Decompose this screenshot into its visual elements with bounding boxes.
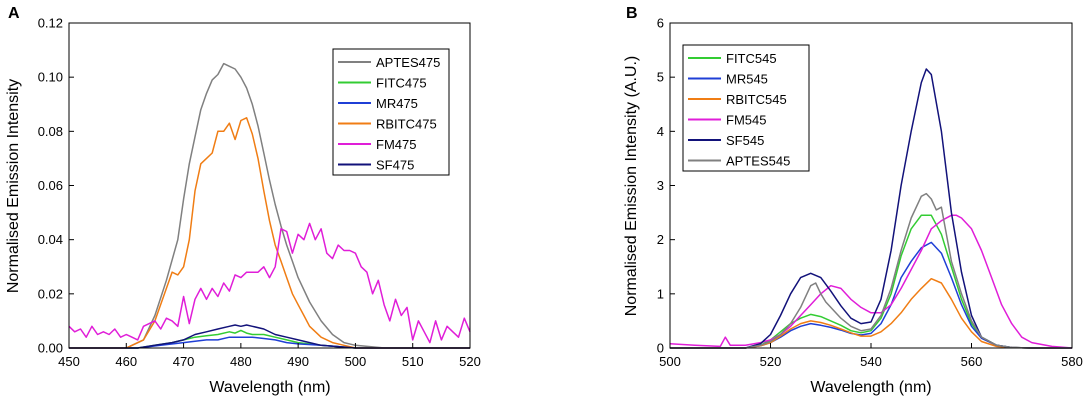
panel-b-y-ticks: 0 1 2 3 4 5 6	[657, 16, 675, 356]
panel-a-y-tick-label: 0.10	[38, 70, 63, 85]
panel-a-x-tick-label: 460	[115, 354, 137, 369]
panel-a-y-tick-label: 0.08	[38, 124, 63, 139]
panel-a-legend-label-fitc475: FITC475	[376, 76, 427, 91]
panel-b-legend-label-sf545: SF545	[726, 133, 764, 148]
panel-b-y-tick-label: 5	[657, 70, 664, 85]
panel-b-y-tick-label: 2	[657, 232, 664, 247]
panel-b-legend-label-mr545: MR545	[726, 72, 768, 87]
panel-a-series-line-aptes475	[69, 62, 470, 349]
panel-a-x-ticks: 450 460 470 480 490 500 510 520	[58, 343, 481, 369]
panel-a-y-tick-label: 0.04	[38, 232, 63, 247]
panel-b-y-tick-label: 1	[657, 286, 664, 301]
panel-b-y-tick-label: 4	[657, 124, 664, 139]
panel-a-legend-label-rbitc475: RBITC475	[376, 117, 437, 132]
panel-a-y-tick-label: 0.12	[38, 16, 63, 31]
panel-a-x-tick-label: 490	[287, 354, 309, 369]
panel-b-y-axis-label: Normalised Emission Intensity (A.U.)	[623, 56, 640, 317]
panel-a-series-line-rbitc475	[69, 117, 470, 349]
panel-a-x-tick-label: 520	[459, 354, 481, 369]
panel-a-legend: APTES475 FITC475 MR475 RBITC475 FM475 SF475	[332, 48, 450, 176]
panel-b-x-axis-label: Wavelength (nm)	[810, 379, 931, 396]
panel-a-y-ticks: 0.00 0.02 0.04 0.06 0.08 0.10 0.12	[38, 16, 74, 356]
panel-b-x-tick-label: 580	[1061, 354, 1083, 369]
panel-b-series-line-mr545	[670, 241, 1072, 349]
panel-b-y-tick-label: 6	[657, 16, 664, 31]
panel-a-x-tick-label: 500	[345, 354, 367, 369]
panel-a-legend-label-aptes475: APTES475	[376, 55, 440, 70]
panel-b-series-line-rbitc545	[670, 277, 1072, 349]
panel-a-series-line-sf475	[69, 324, 470, 349]
panel-b-series-line-fm545	[669, 214, 1073, 349]
panel-a-legend-label-fm475: FM475	[376, 137, 416, 152]
panel-a-y-tick-label: 0.06	[38, 178, 63, 193]
panel-b-legend-label-rbitc545: RBITC545	[726, 92, 787, 107]
panel-a-series-group	[68, 62, 471, 349]
panel-b-y-tick-label: 3	[657, 178, 664, 193]
panel-b-legend-label-fitc545: FITC545	[726, 51, 777, 66]
panel-a-y-tick-label: 0.00	[38, 341, 63, 356]
panel-a-y-tick-label: 0.02	[38, 286, 63, 301]
panel-a-x-tick-label: 450	[58, 354, 80, 369]
panel-a-legend-box	[332, 48, 450, 176]
panel-b-x-tick-label: 500	[659, 354, 681, 369]
panel-b-x-ticks: 500 520 540 560 580	[659, 343, 1083, 369]
panel-a: A 450 460 470 480 490 500 510 520 0.000.020.040…	[5, 5, 481, 396]
panel-a-label: A	[8, 5, 20, 22]
panel-b-legend-label-aptes545: APTES545	[726, 154, 790, 169]
panel-a-x-tick-label: 510	[402, 354, 424, 369]
panel-a-legend-label-mr475: MR475	[376, 96, 418, 111]
panel-a-x-tick-label: 480	[230, 354, 252, 369]
panel-b-series-group	[669, 68, 1073, 349]
panel-b-x-tick-label: 520	[760, 354, 782, 369]
panel-b-x-tick-label: 540	[860, 354, 882, 369]
panel-a-y-axis-label: Normalised Emission Intensity	[5, 79, 22, 293]
panel-b-series-line-aptes545	[670, 192, 1072, 349]
panel-a-series-line-fm475	[68, 222, 471, 344]
panel-b-legend: FITC545 MR545 RBITC545 FM545 SF545 APTES545	[682, 44, 810, 172]
panel-a-x-tick-label: 470	[173, 354, 195, 369]
panel-b-legend-label-fm545: FM545	[726, 113, 766, 128]
panel-b-legend-box	[682, 44, 810, 172]
panel-b-label: B	[626, 5, 638, 22]
panel-b-x-tick-label: 560	[961, 354, 983, 369]
panel-a-x-axis-label: Wavelength (nm)	[209, 379, 330, 396]
panel-b: B 500 520 540 560 580 0 1 2 3 4 5 6 Wavelength (nm…	[623, 5, 1083, 396]
panel-b-y-tick-label: 0	[657, 341, 664, 356]
panel-a-legend-label-sf475: SF475	[376, 158, 414, 173]
